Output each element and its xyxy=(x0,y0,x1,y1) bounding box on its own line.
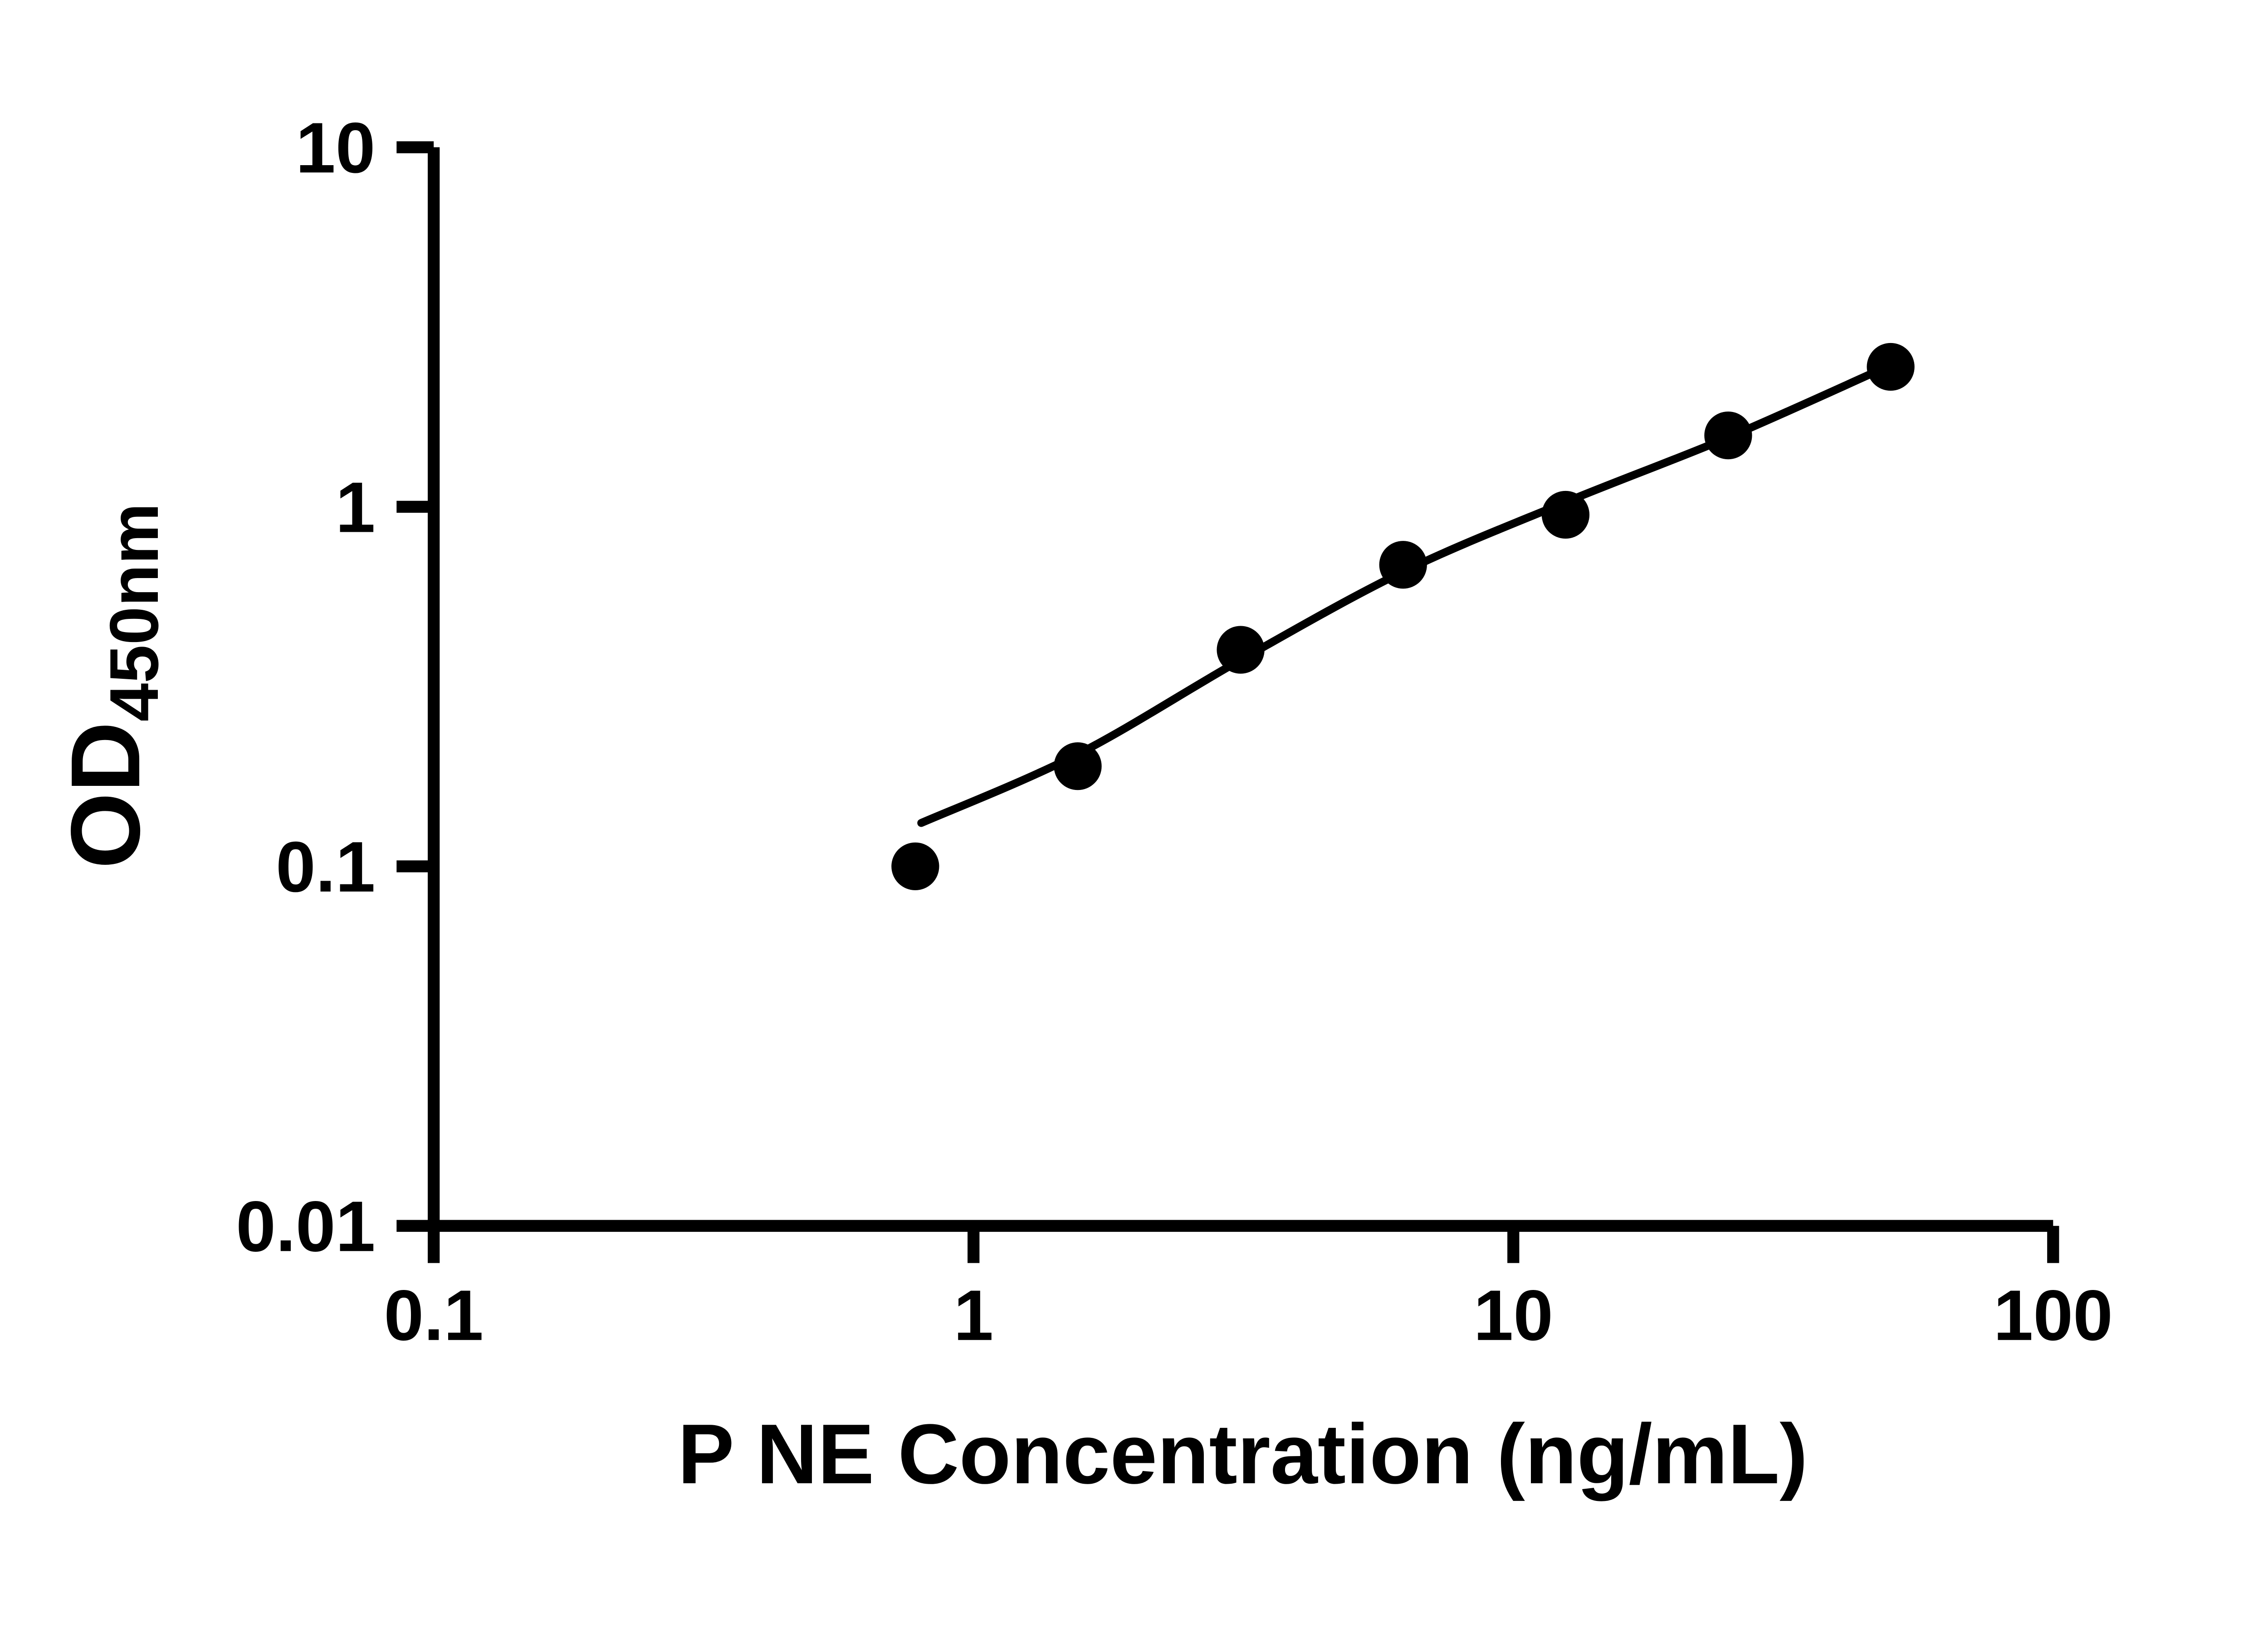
data-point xyxy=(1054,742,1102,790)
y-axis-title-sub: 450nm xyxy=(96,503,173,722)
data-point xyxy=(891,842,939,890)
x-ticks xyxy=(427,1226,2059,1263)
x-tick-label: 1 xyxy=(953,1275,993,1355)
data-point xyxy=(1541,490,1590,539)
y-axis-title-main: OD xyxy=(50,721,160,869)
data-point xyxy=(1867,343,1915,391)
x-axis-title: P NE Concentration (ng/mL) xyxy=(678,1407,1808,1501)
y-tick-label: 10 xyxy=(296,108,376,188)
x-tick-label: 100 xyxy=(1994,1275,2113,1355)
data-point xyxy=(1217,626,1265,674)
y-tick-labels: 0.01 0.1 1 10 xyxy=(236,108,375,1266)
y-tick-label: 0.1 xyxy=(276,827,375,907)
y-axis-title: OD450nm xyxy=(50,503,173,869)
y-tick-label: 0.01 xyxy=(236,1187,375,1266)
axes xyxy=(427,147,2053,1232)
standard-curve-figure: 0.1 1 10 100 0.01 0.1 1 10 P NE Concentration … xyxy=(50,108,2113,1501)
x-tick-label: 0.1 xyxy=(384,1275,483,1355)
x-tick-labels: 0.1 1 10 100 xyxy=(384,1275,2113,1355)
data-point xyxy=(1379,541,1427,589)
data-points xyxy=(891,343,1915,890)
y-tick-label: 1 xyxy=(336,468,376,548)
data-point xyxy=(1704,412,1752,460)
y-ticks xyxy=(396,141,434,1232)
x-tick-label: 10 xyxy=(1473,1275,1553,1355)
